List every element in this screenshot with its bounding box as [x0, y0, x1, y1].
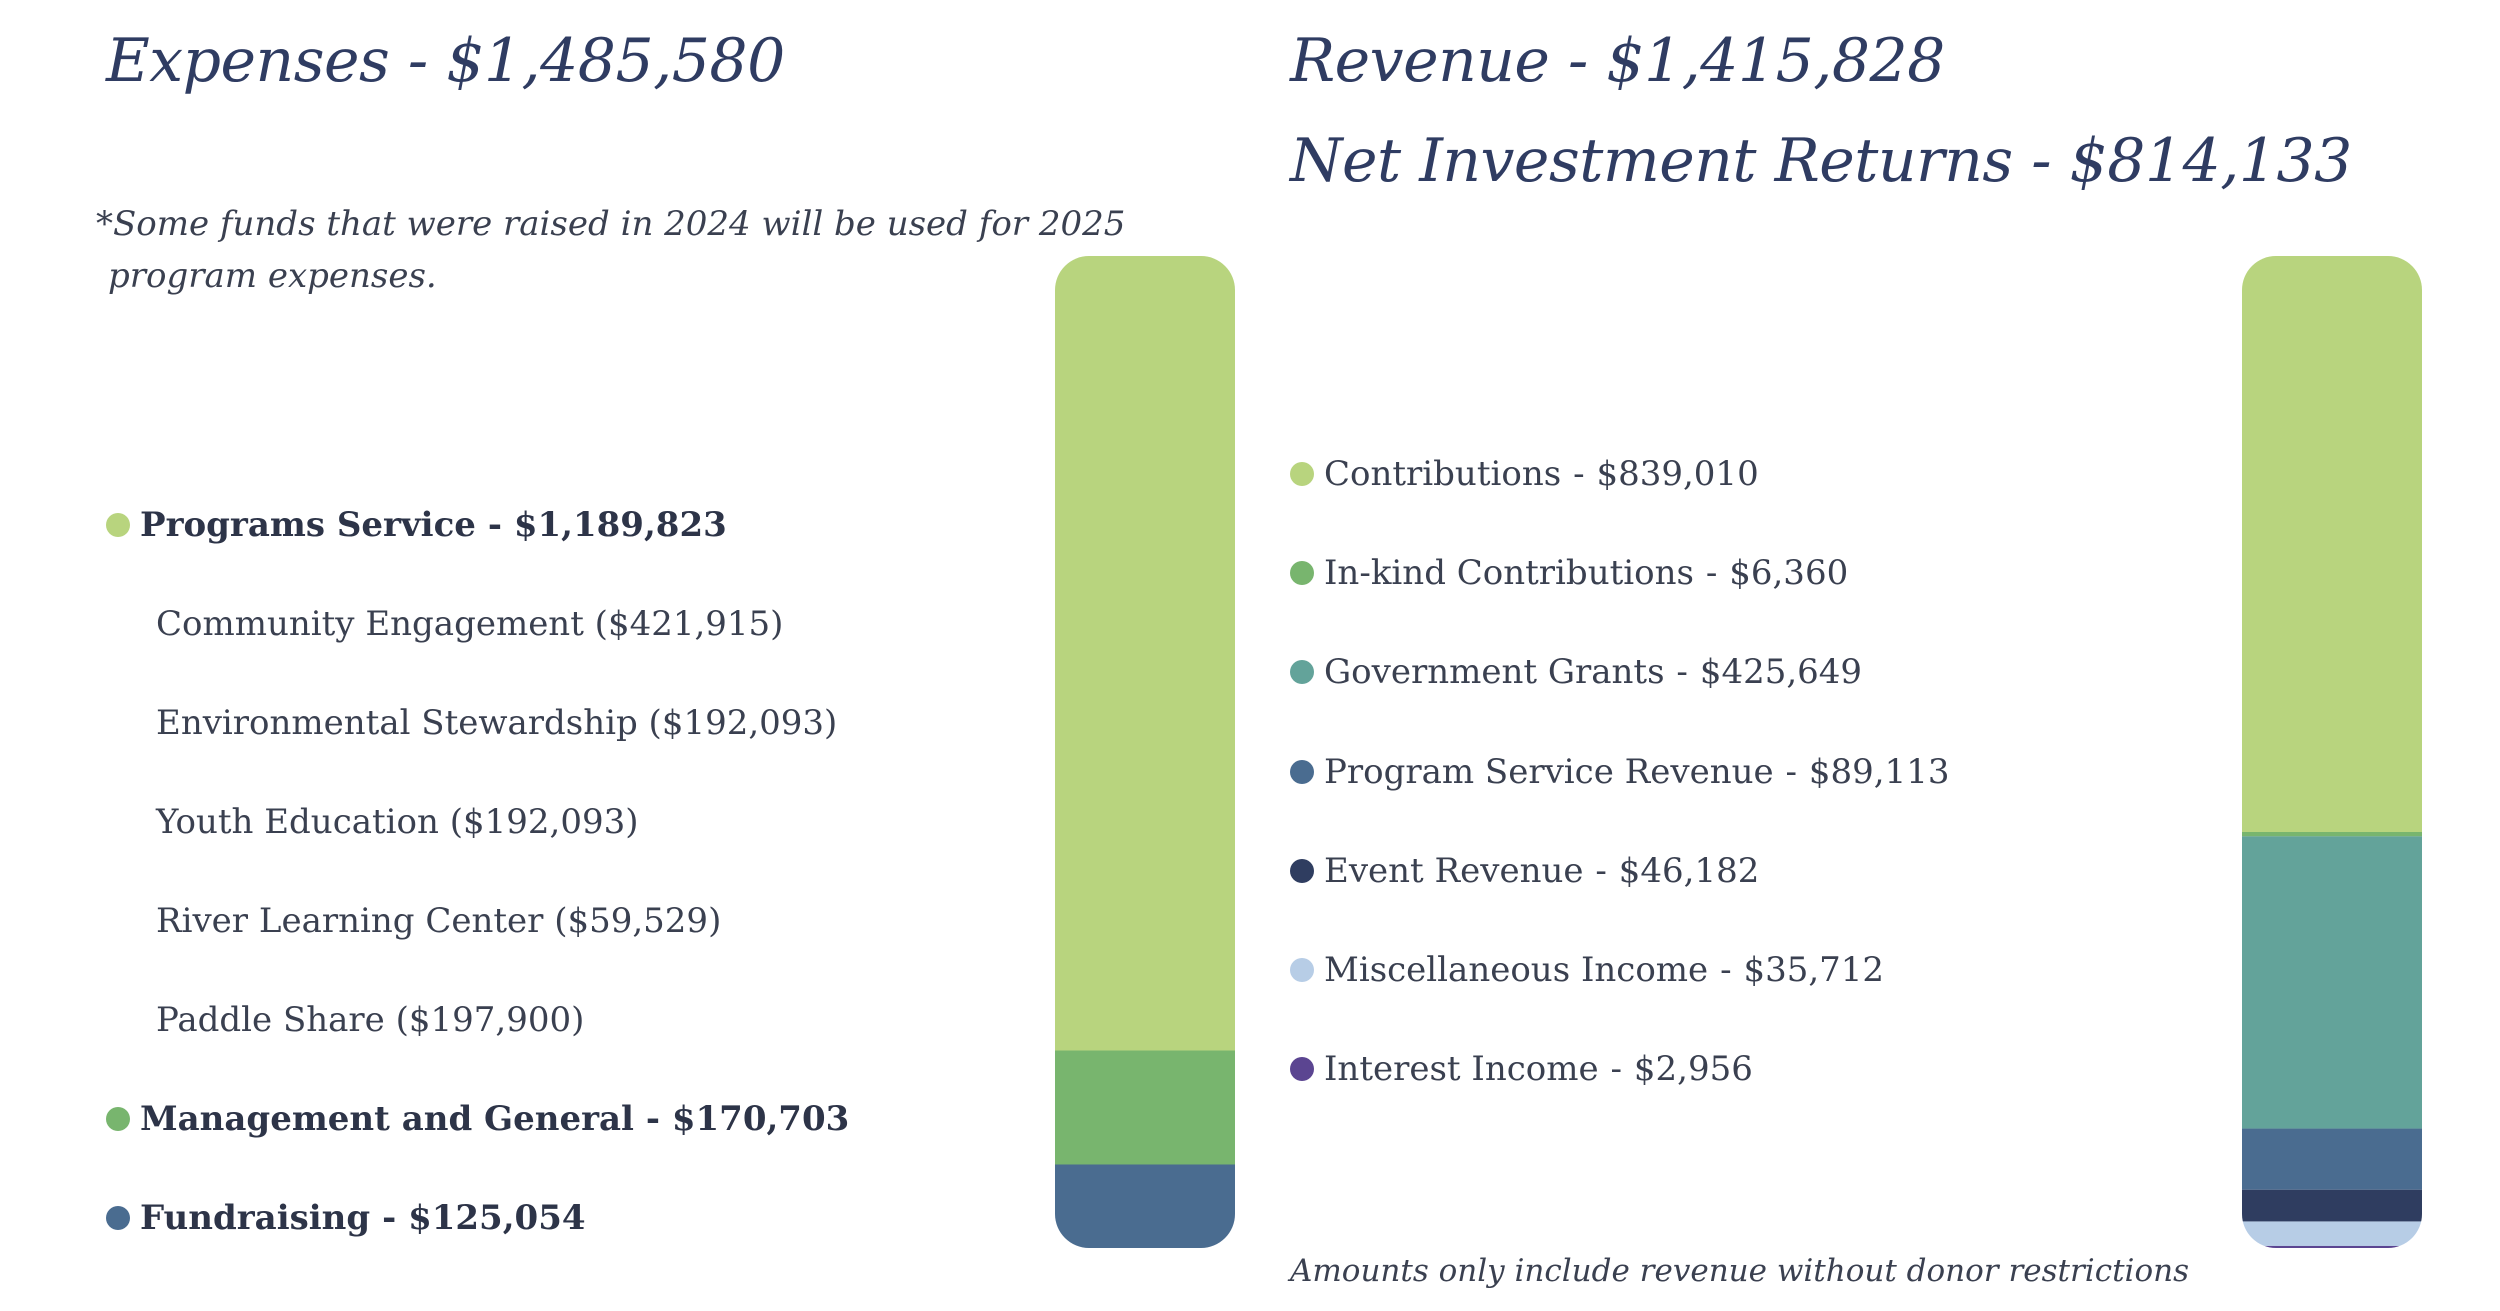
legend-dot	[1290, 660, 1314, 684]
bar-segment-program-service-revenue	[2242, 1128, 2422, 1190]
legend-label: Contributions	[1324, 454, 1562, 494]
legend-value: $35,712	[1743, 950, 1885, 990]
legend-value: $46,182	[1618, 851, 1760, 891]
legend-dot	[106, 1206, 130, 1230]
expenses-note-line-1: *Some funds that were raised in 2024 wil…	[96, 204, 1126, 244]
legend-item-management-and-general: Management and General - $170,703	[106, 1094, 849, 1144]
legend-item-contributions: Contributions - $839,010	[1290, 449, 1759, 499]
net-investment-returns-heading: Net Investment Returns - $814,133	[1290, 126, 2352, 196]
legend-separator: -	[1785, 752, 1798, 792]
legend-value: $1,189,823	[513, 505, 727, 545]
legend-item-program-service-revenue: Program Service Revenue - $89,113	[1290, 747, 1950, 797]
bar-segment-event-revenue	[2242, 1189, 2422, 1222]
bar-segment-interest-income	[2242, 1245, 2422, 1248]
bar-segments	[1055, 256, 1235, 1248]
legend-item-interest-income: Interest Income - $2,956	[1290, 1044, 1753, 1094]
legend-value: $6,360	[1729, 553, 1849, 593]
legend-label: Management and General	[140, 1099, 634, 1139]
sub-item-environmental-stewardship: Environmental Stewardship ($192,093)	[156, 698, 837, 748]
bar-segment-government-grants	[2242, 836, 2422, 1129]
legend-label: Event Revenue	[1324, 851, 1584, 891]
legend-separator: -	[1705, 553, 1718, 593]
legend-label: In-kind Contributions	[1324, 553, 1694, 593]
legend-value: $170,703	[671, 1099, 850, 1139]
legend-separator: -	[1573, 454, 1585, 494]
bar-segment-miscellaneous-income	[2242, 1221, 2422, 1246]
legend-separator: -	[1676, 652, 1688, 692]
bar-segments	[2242, 256, 2422, 1248]
legend-value: $89,113	[1808, 752, 1950, 792]
expenses-stacked-bar	[1055, 256, 1235, 1248]
sub-item-label: Community Engagement ($421,915)	[156, 604, 784, 644]
revenue-footnote: Amounts only include revenue without don…	[1290, 1253, 2189, 1289]
sub-item-label: River Learning Center ($59,529)	[156, 901, 722, 941]
bar-segment-contributions	[2242, 256, 2422, 832]
legend-item-fundraising: Fundraising - $125,054	[106, 1193, 586, 1243]
sub-item-river-learning-center: River Learning Center ($59,529)	[156, 896, 721, 946]
legend-dot	[1290, 561, 1314, 585]
sub-item-community-engagement: Community Engagement ($421,915)	[156, 599, 783, 649]
revenue-stacked-bar	[2242, 256, 2422, 1248]
expenses-heading: Expenses - $1,485,580	[106, 26, 785, 96]
legend-item-miscellaneous-income: Miscellaneous Income - $35,712	[1290, 945, 1884, 995]
revenue-heading: Revenue - $1,415,828	[1290, 26, 1945, 96]
legend-label: Fundraising	[140, 1198, 371, 1238]
legend-item-programs-service: Programs Service - $1,189,823	[106, 500, 727, 550]
legend-value: $839,010	[1596, 454, 1759, 494]
legend-value: $125,054	[408, 1198, 586, 1238]
bar-segment-fundraising	[1055, 1164, 1235, 1248]
bar-segment-in-kind-contributions	[2242, 831, 2422, 837]
sub-item-paddle-share: Paddle Share ($197,900)	[156, 995, 584, 1045]
bar-segment-management-and-general	[1055, 1050, 1235, 1165]
expenses-note-line-2: program expenses.	[108, 256, 437, 296]
legend-label: Miscellaneous Income	[1324, 950, 1709, 990]
legend-label: Program Service Revenue	[1324, 752, 1774, 792]
legend-value: $2,956	[1633, 1049, 1753, 1089]
legend-dot	[106, 513, 130, 537]
legend-dot	[1290, 859, 1314, 883]
legend-label: Programs Service	[140, 505, 476, 545]
sub-item-label: Environmental Stewardship ($192,093)	[156, 703, 838, 743]
legend-separator: -	[1610, 1049, 1623, 1089]
legend-separator: -	[1595, 851, 1607, 891]
legend-label: Government Grants	[1324, 652, 1665, 692]
legend-dot	[1290, 1057, 1314, 1081]
legend-item-government-grants: Government Grants - $425,649	[1290, 647, 1862, 697]
legend-separator: -	[487, 505, 502, 545]
legend-item-in-kind-contributions: In-kind Contributions - $6,360	[1290, 548, 1848, 598]
legend-dot	[106, 1107, 130, 1131]
legend-item-event-revenue: Event Revenue - $46,182	[1290, 846, 1759, 896]
sub-item-label: Paddle Share ($197,900)	[156, 1000, 585, 1040]
legend-dot	[1290, 462, 1314, 486]
legend-dot	[1290, 958, 1314, 982]
legend-dot	[1290, 760, 1314, 784]
legend-value: $425,649	[1699, 652, 1863, 692]
legend-label: Interest Income	[1324, 1049, 1599, 1089]
legend-separator: -	[1720, 950, 1732, 990]
sub-item-youth-education: Youth Education ($192,093)	[156, 797, 639, 847]
bar-segment-programs-service	[1055, 256, 1235, 1051]
legend-separator: -	[645, 1099, 660, 1139]
sub-item-label: Youth Education ($192,093)	[156, 802, 639, 842]
legend-separator: -	[382, 1198, 397, 1238]
